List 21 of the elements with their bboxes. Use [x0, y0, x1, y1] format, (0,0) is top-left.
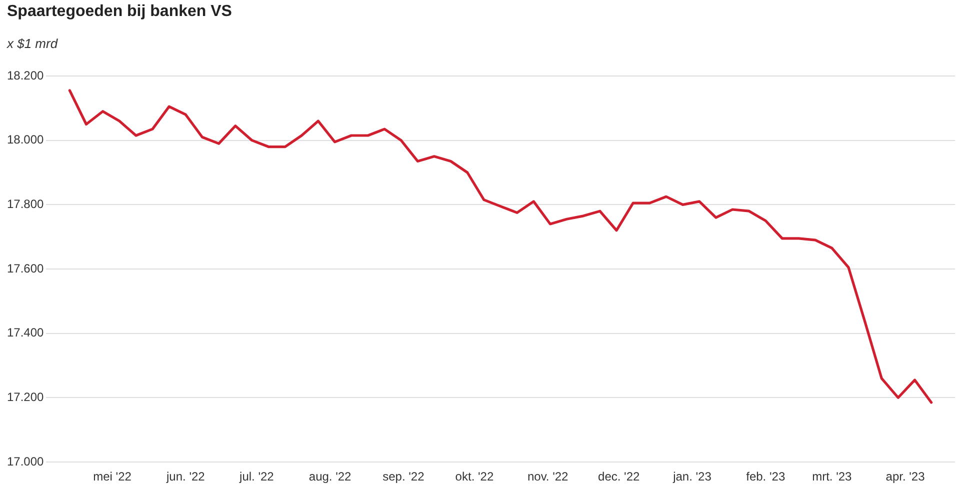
y-tick-label: 17.000: [7, 454, 44, 468]
y-tick-label: 18.200: [7, 68, 44, 82]
chart-title: Spaartegoeden bij banken VS: [7, 3, 232, 21]
x-tick-label: sep. '22: [382, 470, 425, 484]
x-tick-label: jan. '23: [672, 470, 712, 484]
x-tick-label: jul. '22: [238, 470, 274, 484]
x-tick-label: aug. '22: [308, 470, 352, 484]
x-tick-label: jun. '22: [166, 470, 206, 484]
y-tick-label: 17.800: [7, 196, 44, 211]
x-tick-label: feb. '23: [746, 470, 786, 484]
x-tick-label: apr. '23: [886, 470, 926, 484]
y-tick-label: 17.400: [7, 326, 44, 340]
y-tick-label: 17.200: [7, 390, 44, 404]
y-tick-label: 17.600: [7, 261, 44, 276]
x-tick-label: mrt. '23: [812, 470, 852, 484]
x-tick-label: nov. '22: [527, 470, 569, 484]
x-tick-label: okt. '22: [455, 470, 494, 484]
y-axis-title: x $1 mrd: [7, 36, 58, 51]
y-tick-label: 18.000: [7, 132, 44, 147]
x-tick-label: dec. '22: [598, 470, 640, 484]
x-tick-label: mei '22: [93, 470, 132, 484]
